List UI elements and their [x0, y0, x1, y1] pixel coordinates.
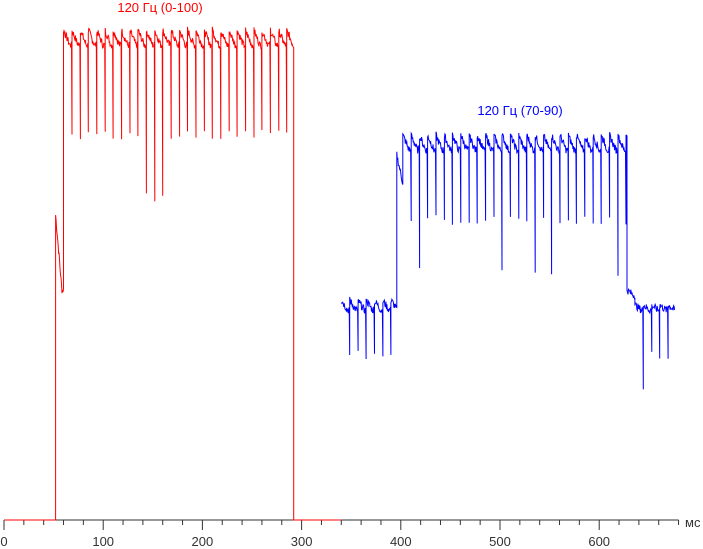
- x-tick-label: 600: [588, 534, 610, 549]
- x-tick-label: 0: [0, 534, 7, 549]
- plot-area: [4, 26, 676, 521]
- x-tick-label: 200: [192, 534, 214, 549]
- x-axis-unit-label: мс: [685, 515, 701, 530]
- x-tick-label: 100: [92, 534, 114, 549]
- x-tick-label: 300: [291, 534, 313, 549]
- x-tick-label: 500: [489, 534, 511, 549]
- x-axis: 0 100 200 300 400 500 600: [0, 519, 680, 549]
- series-label-red: 120 Гц (0-100): [117, 0, 202, 15]
- series-line-red: [4, 26, 342, 521]
- series-label-blue: 120 Гц (70-90): [477, 103, 562, 118]
- series-line-blue: [340, 131, 676, 390]
- x-tick-label: 400: [390, 534, 412, 549]
